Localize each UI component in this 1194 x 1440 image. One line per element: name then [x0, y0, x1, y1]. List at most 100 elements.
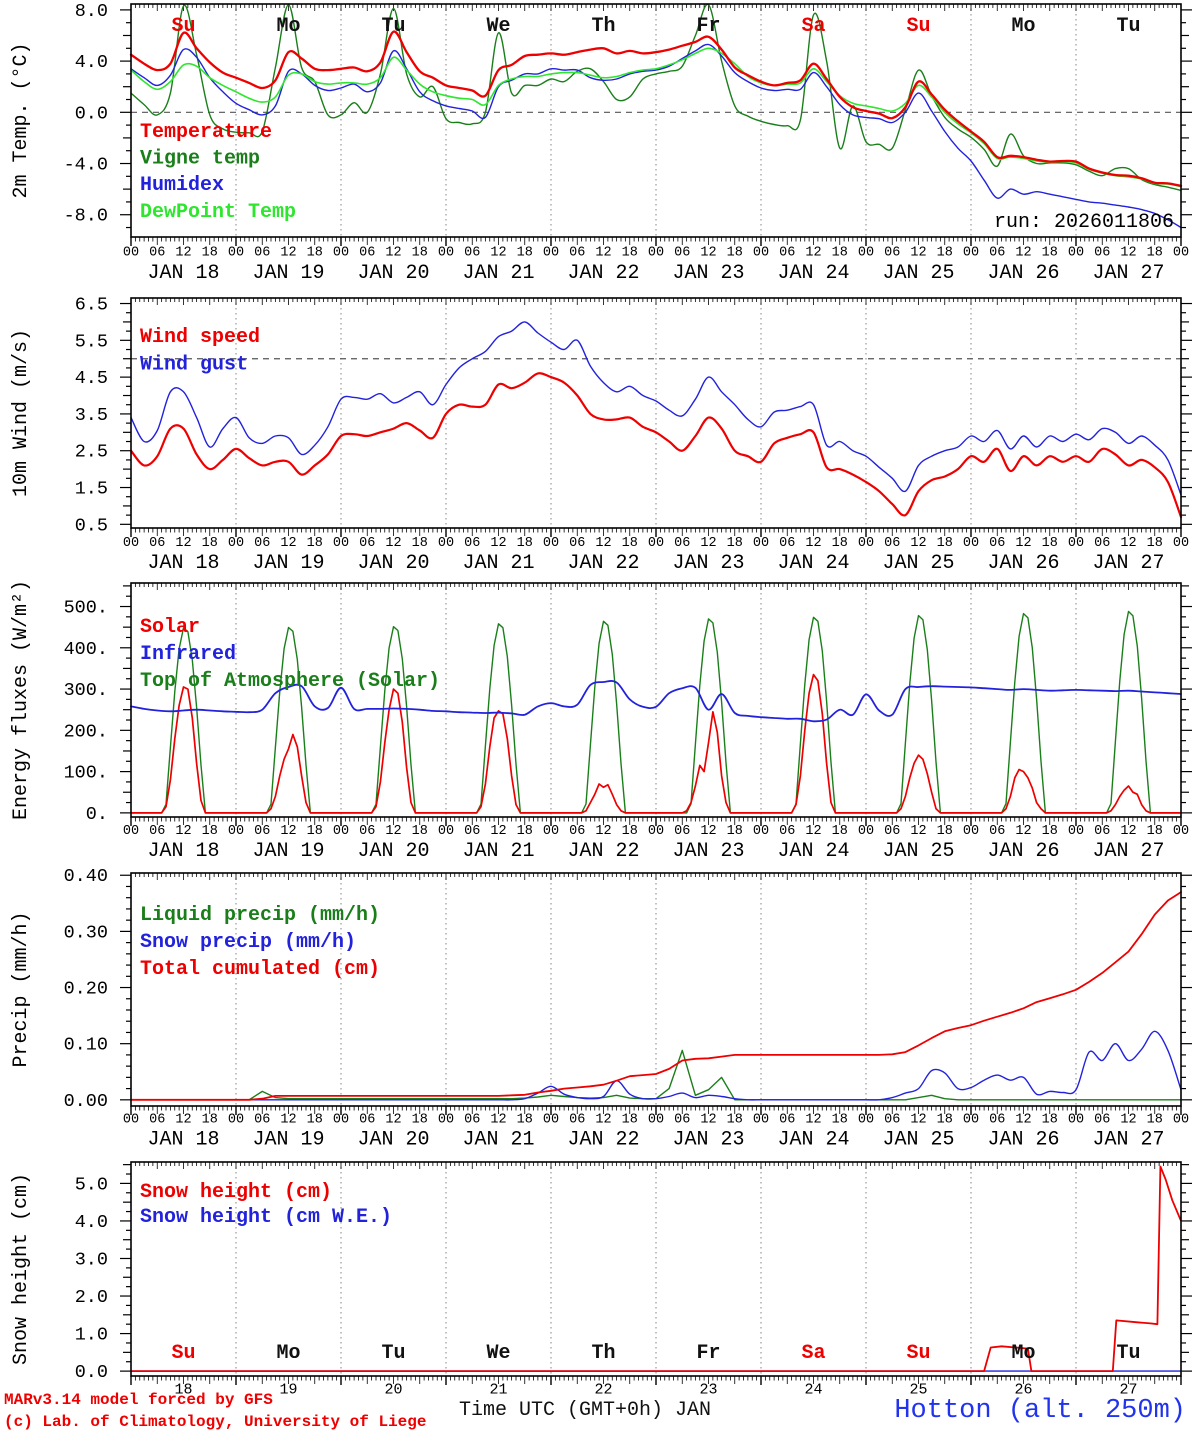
hour-label: 06	[779, 246, 795, 261]
hour-label: 12	[1120, 1113, 1136, 1128]
run-label: run: 2026011806	[993, 211, 1174, 234]
y-tick-label: -4.0	[64, 155, 108, 176]
hour-label: 00	[228, 1113, 244, 1128]
hour-label: 00	[228, 824, 244, 839]
weekday-label: We	[486, 1342, 510, 1365]
hour-label: 06	[674, 824, 690, 839]
date-label: JAN 27	[1092, 840, 1164, 863]
date-label: JAN 21	[462, 1129, 534, 1152]
hour-label: 18	[202, 246, 218, 261]
hour-label: 18	[727, 246, 743, 261]
date-label: JAN 25	[882, 262, 954, 285]
weekday-label: Su	[171, 15, 195, 38]
hour-label: 00	[648, 536, 664, 551]
y-tick-label: 6.5	[75, 295, 108, 316]
hour-label: 12	[805, 246, 821, 261]
date-label: JAN 19	[252, 552, 324, 575]
weekday-label: Th	[591, 1342, 615, 1365]
legend-snow-1: Snow height (cm W.E.)	[140, 1206, 392, 1229]
weekday-label: Tu	[381, 15, 405, 38]
hour-label: 00	[963, 536, 979, 551]
y-tick-label: -8.0	[64, 206, 108, 227]
date-label: JAN 25	[882, 552, 954, 575]
day-number-label: 27	[1119, 1382, 1137, 1399]
series-liquid-precip	[130, 1049, 1182, 1101]
hour-label: 12	[910, 1113, 926, 1128]
date-label: JAN 27	[1092, 552, 1164, 575]
y-tick-label: 0.30	[64, 922, 108, 943]
day-number-label: 19	[279, 1382, 297, 1399]
hour-label: 18	[937, 536, 953, 551]
hour-label: 00	[123, 824, 139, 839]
hour-label: 00	[753, 536, 769, 551]
date-label: JAN 27	[1092, 1129, 1164, 1152]
date-label: JAN 26	[987, 1129, 1059, 1152]
hour-label: 12	[700, 536, 716, 551]
hour-label: 06	[569, 536, 585, 551]
hour-label: 18	[307, 824, 323, 839]
hour-label: 12	[280, 536, 296, 551]
y-tick-label: 400.	[64, 639, 108, 660]
hour-label: 00	[858, 246, 874, 261]
date-label: JAN 23	[672, 262, 744, 285]
date-label: JAN 21	[462, 552, 534, 575]
hour-label: 06	[359, 824, 375, 839]
hour-label: 06	[464, 824, 480, 839]
hour-label: 00	[753, 1113, 769, 1128]
y-tick-label: 0.0	[75, 103, 108, 124]
date-label: JAN 22	[567, 840, 639, 863]
legend-temperature-2: Humidex	[140, 174, 224, 197]
y-tick-label: 0.20	[64, 979, 108, 1000]
hour-label: 00	[753, 246, 769, 261]
hour-label: 00	[1173, 1113, 1189, 1128]
date-label: JAN 20	[357, 262, 429, 285]
date-label: JAN 23	[672, 840, 744, 863]
hour-label: 00	[438, 1113, 454, 1128]
hour-label: 18	[937, 824, 953, 839]
hour-label: 12	[175, 536, 191, 551]
legend-wind-1: Wind gust	[140, 354, 248, 377]
hour-label: 06	[569, 1113, 585, 1128]
hour-label: 12	[1015, 824, 1031, 839]
hour-label: 06	[149, 824, 165, 839]
hour-label: 12	[280, 824, 296, 839]
hour-label: 06	[989, 246, 1005, 261]
hour-label: 00	[648, 246, 664, 261]
hour-label: 06	[884, 824, 900, 839]
hour-label: 06	[464, 246, 480, 261]
hour-label: 00	[1173, 246, 1189, 261]
hour-label: 00	[543, 824, 559, 839]
hour-label: 06	[569, 824, 585, 839]
hour-label: 18	[832, 1113, 848, 1128]
hour-label: 06	[884, 536, 900, 551]
hour-label: 18	[307, 536, 323, 551]
day-number-label: 25	[909, 1382, 927, 1399]
hour-label: 18	[622, 824, 638, 839]
y-tick-label: 0.	[86, 804, 108, 825]
series-wind-speed	[129, 372, 1183, 519]
hour-label: 18	[202, 1113, 218, 1128]
legend-precip-1: Snow precip (mm/h)	[140, 931, 356, 954]
hour-label: 06	[1094, 246, 1110, 261]
hour-label: 00	[963, 246, 979, 261]
date-label: JAN 20	[357, 840, 429, 863]
weekday-label: Sa	[801, 1342, 825, 1365]
y-tick-label: 0.10	[64, 1035, 108, 1056]
series-vigne-temp	[130, 3, 1182, 192]
legend-energy-1: Infrared	[140, 643, 236, 666]
date-label: JAN 22	[567, 1129, 639, 1152]
weekday-label: Th	[591, 15, 615, 38]
day-number-label: 21	[489, 1382, 507, 1399]
hour-label: 06	[884, 1113, 900, 1128]
hour-label: 06	[674, 246, 690, 261]
hour-label: 06	[464, 536, 480, 551]
hour-label: 00	[333, 536, 349, 551]
hour-label: 00	[1173, 824, 1189, 839]
hour-label: 06	[779, 1113, 795, 1128]
hour-label: 00	[123, 536, 139, 551]
weekday-label: Mo	[276, 1342, 300, 1365]
hour-label: 12	[490, 1113, 506, 1128]
hour-label: 12	[385, 1113, 401, 1128]
hour-label: 12	[595, 824, 611, 839]
